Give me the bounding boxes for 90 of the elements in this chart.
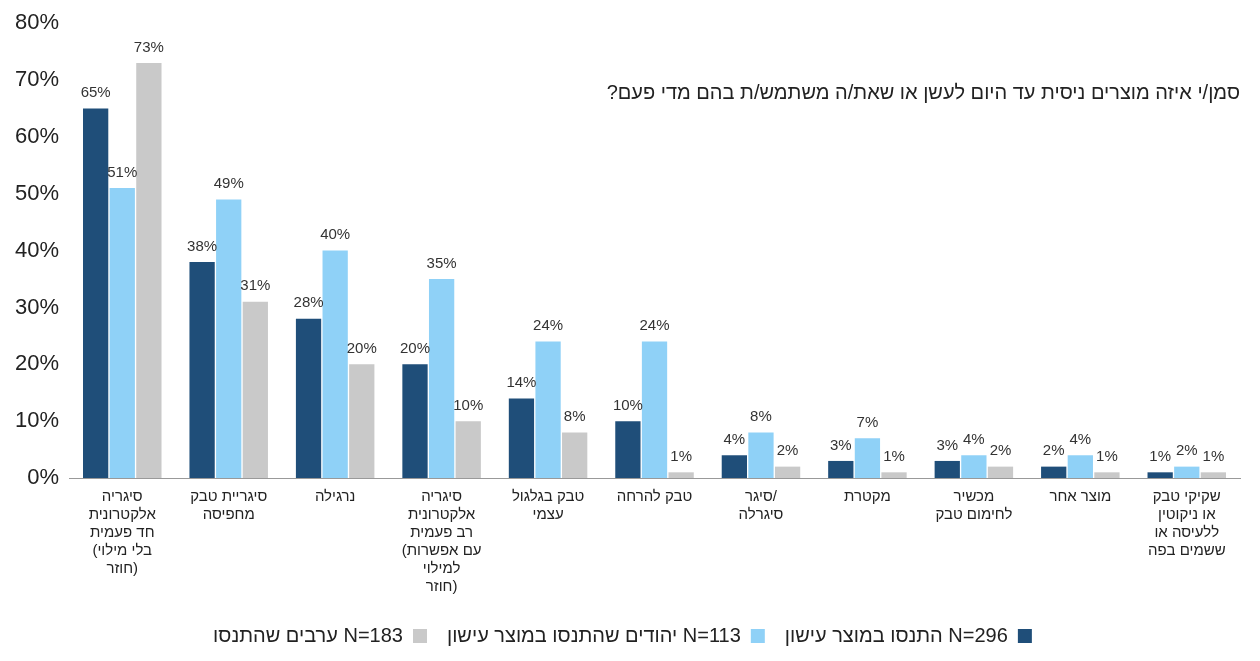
x-tick-label: שקיקי טבק או ניקוטין ללעיסה או ששמים בפה — [1147, 487, 1226, 559]
bar — [402, 364, 428, 478]
bar — [1067, 455, 1093, 478]
legend-label: התנסו במוצר עישון N=296 — [784, 623, 1008, 646]
y-tick-label: 40% — [14, 236, 60, 262]
data-label: 65% — [80, 83, 111, 101]
data-label: 35% — [426, 253, 457, 271]
bar — [854, 438, 881, 478]
bar — [828, 460, 854, 478]
bar — [961, 455, 987, 478]
bar — [1094, 472, 1120, 478]
y-tick-label: 70% — [14, 66, 60, 92]
text: סמן/י איזה מוצרים ניסית עד היום לעשן או שאת/ה משתמש/ת בהם מדי פעם? — [606, 80, 1240, 103]
x-tick-label: מוצר אחר — [1049, 487, 1112, 505]
y-tick-label: 10% — [14, 407, 60, 433]
data-label: 2% — [776, 441, 799, 459]
data-label: 8% — [750, 407, 772, 425]
y-tick-label: 60% — [14, 122, 60, 148]
bar — [322, 250, 348, 478]
bar — [562, 432, 588, 478]
bar — [881, 472, 907, 478]
x-tick-label: סיגריית טבק מחפיסה — [190, 487, 268, 523]
x-tick-label: מקטרת — [844, 487, 891, 505]
bar — [1041, 466, 1067, 478]
data-label: 4% — [963, 429, 985, 447]
data-label: 14% — [506, 373, 537, 391]
data-label: 3% — [829, 435, 852, 453]
x-tick-label: נרגילה — [314, 487, 356, 505]
data-label: 51% — [107, 162, 138, 180]
bar — [1147, 472, 1173, 478]
legend-label: ערבים שהתנסו N=183 — [213, 623, 403, 646]
x-tick-label: טבק להרחה — [616, 487, 693, 505]
bar — [428, 279, 455, 478]
bar — [349, 364, 375, 478]
bar — [641, 341, 668, 478]
legend-label: יהודים שהתנסו במוצר עישון N=113 — [446, 623, 741, 646]
data-label: 31% — [240, 276, 271, 294]
bar — [615, 421, 641, 478]
data-label: 1% — [670, 446, 692, 464]
bar — [934, 460, 960, 478]
bar — [774, 466, 801, 478]
data-label: 4% — [1069, 429, 1092, 447]
bar — [216, 199, 242, 478]
data-label: 2% — [989, 441, 1012, 459]
data-label: 2% — [1175, 441, 1198, 459]
y-tick-label: 0% — [27, 464, 60, 490]
x-tick-label: מכשיר לחימום טבק — [935, 487, 1013, 523]
data-label: 28% — [293, 293, 324, 311]
data-label: 1% — [883, 446, 905, 464]
data-label: 20% — [399, 338, 431, 356]
data-label: 7% — [856, 412, 879, 430]
y-tick-label: 20% — [14, 350, 60, 376]
data-label: 1% — [1096, 446, 1118, 464]
bar — [1200, 472, 1227, 478]
x-tick-label: סיגריה אלקטרונית חד פעמית (בלי מילוי חוזר) — [88, 487, 157, 577]
bar — [136, 63, 162, 478]
data-label: 2% — [1042, 441, 1065, 459]
data-label: 1% — [1149, 446, 1172, 464]
data-label: 10% — [612, 395, 643, 413]
bar — [535, 341, 561, 478]
data-label: 73% — [133, 37, 164, 55]
data-label: 24% — [639, 316, 670, 334]
bar — [748, 432, 774, 478]
bar — [1174, 466, 1200, 478]
bar — [242, 301, 268, 478]
data-label: 3% — [936, 435, 959, 453]
y-tick-label: 30% — [14, 293, 60, 319]
data-label: 1% — [1202, 446, 1225, 464]
x-tick-label: סיגריה אלקטרונית רב פעמית (עם אפשרות למילוי חוזר) — [401, 487, 482, 595]
data-label: 10% — [453, 395, 484, 413]
data-label: 24% — [533, 316, 564, 334]
data-label: 49% — [213, 174, 244, 192]
bar — [295, 318, 322, 478]
x-tick-label: טבק בגלגול עצמי — [511, 487, 585, 523]
data-label: 4% — [723, 429, 746, 447]
data-label: 20% — [346, 338, 377, 356]
bar — [83, 108, 109, 478]
y-tick-label: 80% — [14, 9, 60, 35]
y-tick-label: 50% — [14, 179, 60, 205]
data-label: 40% — [320, 225, 351, 243]
bar — [109, 188, 135, 478]
bar — [668, 472, 694, 478]
bar — [508, 398, 535, 478]
data-label: 8% — [563, 407, 586, 425]
x-tick-label: סיגר/ סיגרלה — [738, 487, 784, 523]
bar — [189, 261, 215, 478]
bar — [455, 421, 481, 478]
data-label: 38% — [187, 236, 218, 254]
bar — [987, 466, 1014, 478]
bar — [721, 455, 747, 478]
